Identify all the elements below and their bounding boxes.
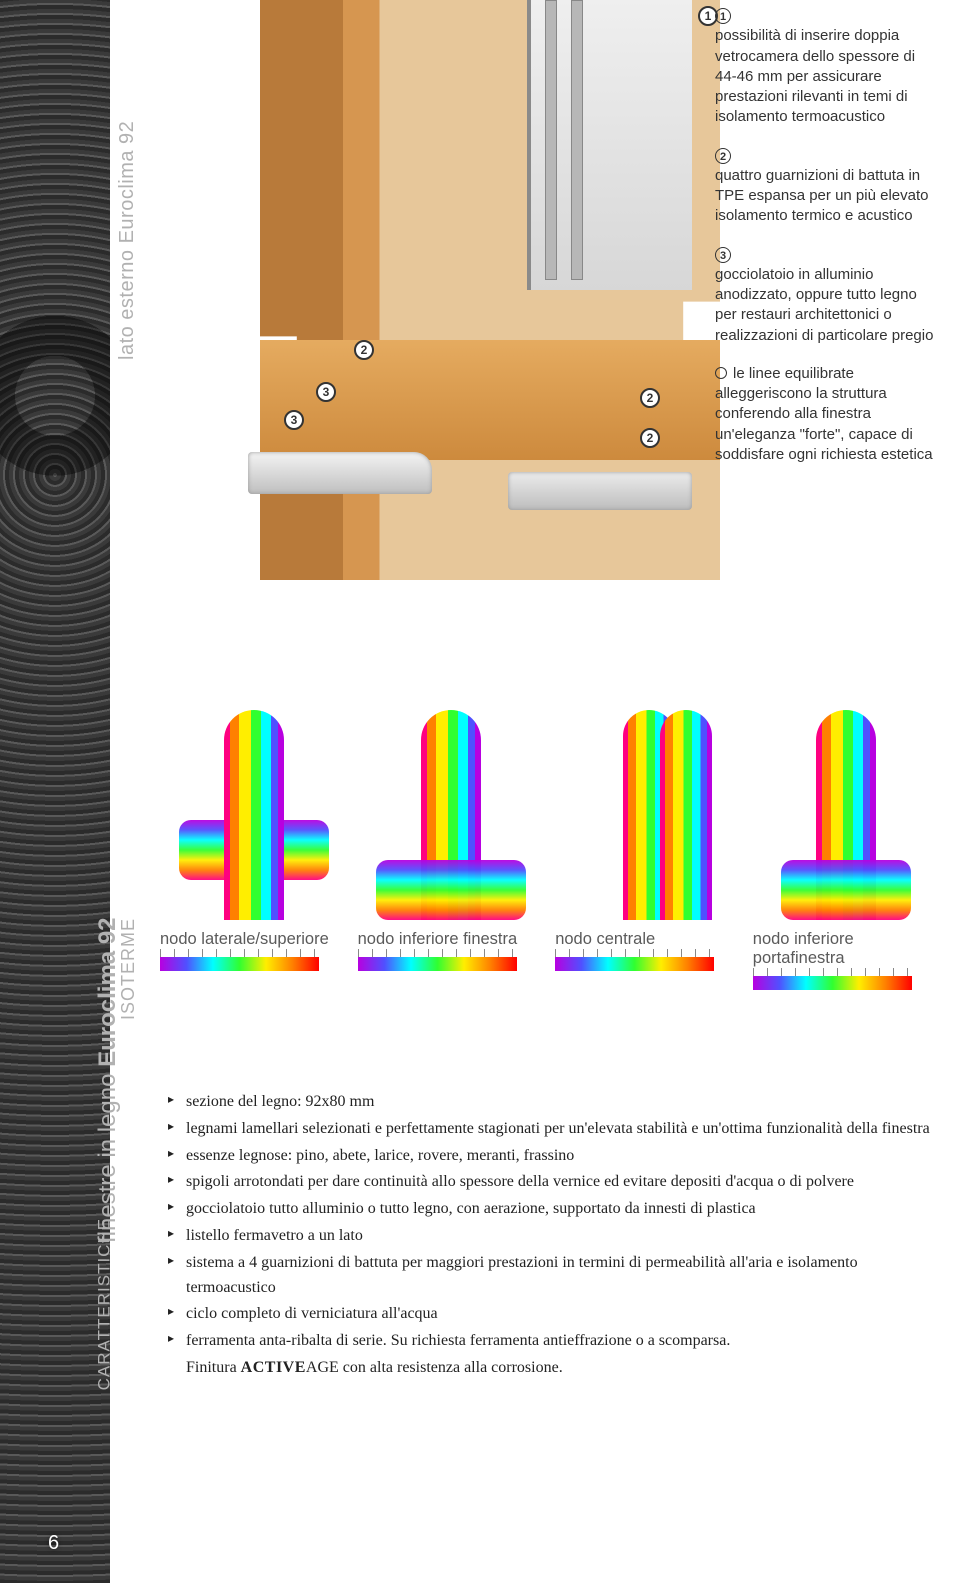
callout-1: 1 possibilità di inserire doppia vetrocam… bbox=[715, 6, 940, 128]
callout-1-text: possibilità di inserire doppia vetrocame… bbox=[715, 26, 940, 127]
callout-4: le linee equilibrate alleggeriscono la s… bbox=[715, 364, 940, 465]
finish-prefix: Finitura bbox=[186, 1359, 241, 1376]
char-item-0: sezione del legno: 92x80 mm bbox=[166, 1090, 930, 1115]
spectrum-bar-0 bbox=[160, 957, 319, 971]
finish-suffix: con alta resistenza alla corrosione. bbox=[339, 1359, 563, 1376]
finish-mid: AGE bbox=[306, 1359, 339, 1376]
marker-2a: 2 bbox=[354, 340, 374, 360]
finish-bold: ACTIVE bbox=[241, 1359, 306, 1376]
thermal-shape-2 bbox=[555, 710, 742, 920]
characteristics-vertical-label: CARATTERISTICHE bbox=[92, 1218, 118, 1390]
char-item-5: listello fermavetro a un lato bbox=[166, 1224, 930, 1249]
thermal-cell-1: nodo inferiore finestra bbox=[358, 710, 545, 990]
aluminum-mid-profile bbox=[508, 472, 692, 510]
thermal-shape-1 bbox=[358, 710, 545, 920]
char-item-1: legnami lamellari selezionati e perfetta… bbox=[166, 1117, 930, 1142]
thermal-caption-3: nodo inferiore portafinestra bbox=[753, 930, 940, 968]
spectrum-bar-2 bbox=[555, 957, 714, 971]
spectrum-bar-3 bbox=[753, 976, 912, 990]
characteristics-block: CARATTERISTICHE sezione del legno: 92x80… bbox=[110, 1090, 960, 1381]
thermal-grid: nodo laterale/superiore nodo inferiore f… bbox=[160, 710, 960, 990]
marker-2b: 2 bbox=[640, 388, 660, 408]
finish-line: Finitura ACTIVEAGE con alta resistenza a… bbox=[166, 1356, 930, 1381]
callout-3-num: 3 bbox=[715, 247, 731, 263]
callout-3: 3 gocciolatoio in alluminio anodizzato, o… bbox=[715, 245, 940, 346]
thermal-cell-2: nodo centrale bbox=[555, 710, 742, 990]
product-side-label: lato esterno Euroclima 92 bbox=[116, 121, 139, 360]
thermal-caption-1: nodo inferiore finestra bbox=[358, 930, 545, 949]
char-item-8: ferramenta anta-ribalta di serie. Su ric… bbox=[166, 1329, 930, 1354]
char-item-7: ciclo completo di verniciatura all'acqua bbox=[166, 1302, 930, 1327]
product-photo: 1 2 2 2 3 3 bbox=[260, 0, 720, 580]
thermal-cell-0: nodo laterale/superiore bbox=[160, 710, 347, 990]
page-number: 6 bbox=[48, 1532, 59, 1555]
callout-4-bullet bbox=[715, 367, 727, 379]
callout-2-num: 2 bbox=[715, 148, 731, 164]
aluminum-drip-left bbox=[248, 452, 432, 494]
thermal-shape-3 bbox=[753, 710, 940, 920]
thermal-caption-0: nodo laterale/superiore bbox=[160, 930, 347, 949]
marker-3b: 3 bbox=[284, 410, 304, 430]
thermal-shape-0 bbox=[160, 710, 347, 920]
characteristics-list: sezione del legno: 92x80 mm legnami lame… bbox=[166, 1090, 930, 1354]
callout-1-num: 1 bbox=[715, 8, 731, 24]
isoterme-row: ISOTERME nodo laterale/superiore nodo in… bbox=[110, 710, 960, 1050]
isoterme-vertical-label: ISOTERME bbox=[118, 918, 139, 1020]
product-block: lato esterno Euroclima 92 1 2 2 2 3 3 1 p… bbox=[110, 0, 960, 620]
callout-3-text: gocciolatoio in alluminio anodizzato, op… bbox=[715, 265, 940, 346]
glass-cavity-illustration bbox=[527, 0, 693, 290]
callout-2: 2 quattro guarnizioni di battuta in TPE e… bbox=[715, 146, 940, 227]
callout-2-text: quattro guarnizioni di battuta in TPE es… bbox=[715, 166, 940, 227]
spectrum-bar-1 bbox=[358, 957, 517, 971]
main-content: lato esterno Euroclima 92 1 2 2 2 3 3 1 p… bbox=[110, 0, 960, 1583]
marker-3a: 3 bbox=[316, 382, 336, 402]
char-item-3: spigoli arrotondati per dare continuità … bbox=[166, 1170, 930, 1195]
thermal-cell-3: nodo inferiore portafinestra bbox=[753, 710, 940, 990]
char-item-2: essenze legnose: pino, abete, larice, ro… bbox=[166, 1144, 930, 1169]
callouts-column: 1 possibilità di inserire doppia vetrocam… bbox=[715, 6, 940, 483]
char-item-6: sistema a 4 guarnizioni di battuta per m… bbox=[166, 1251, 930, 1301]
thermal-caption-2: nodo centrale bbox=[555, 930, 742, 949]
char-item-4: gocciolatoio tutto alluminio o tutto leg… bbox=[166, 1197, 930, 1222]
marker-2c: 2 bbox=[640, 428, 660, 448]
callout-4-text: le linee equilibrate alleggeriscono la s… bbox=[715, 365, 933, 463]
